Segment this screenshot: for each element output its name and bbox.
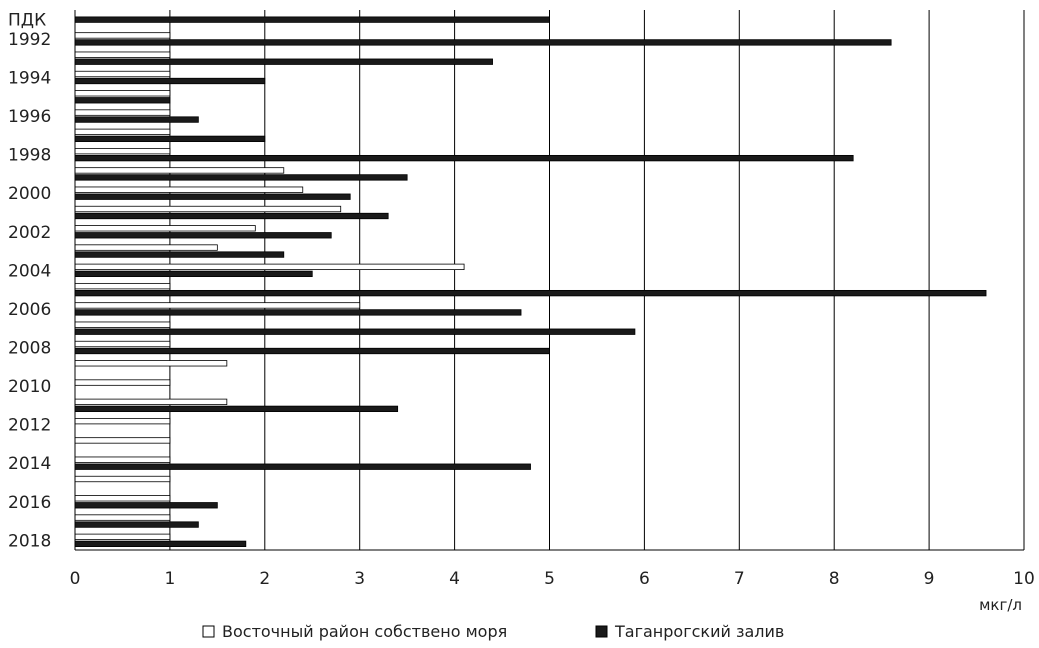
y-tick-label: 2006 <box>8 300 51 320</box>
bar-series1 <box>74 379 171 386</box>
x-tick-label: 2 <box>259 569 270 589</box>
x-tick-label: 10 <box>1013 569 1035 589</box>
bar-series2 <box>74 232 332 239</box>
bar-series2 <box>74 405 399 413</box>
bar-series2 <box>74 309 522 316</box>
y-tick-label: 2012 <box>8 416 51 436</box>
bar-series2 <box>74 16 550 23</box>
bar-series1 <box>74 360 228 367</box>
bar-series2 <box>74 116 199 123</box>
bar-series1 <box>74 282 171 290</box>
bar-series1 <box>74 533 171 541</box>
bar-series1 <box>74 186 304 193</box>
bar-series1 <box>74 263 465 271</box>
bars <box>74 16 987 548</box>
grid-lines <box>169 10 1025 550</box>
legend-label: Восточный район собствено моря <box>222 622 507 641</box>
bar-series2 <box>74 502 218 509</box>
bar-series1 <box>74 340 171 348</box>
bar-series1 <box>74 244 218 251</box>
bar-series1 <box>74 32 171 39</box>
bar-series2 <box>74 58 493 65</box>
x-tick-label: 8 <box>829 569 840 589</box>
y-tick-label: 2018 <box>8 531 51 551</box>
bar-series1 <box>74 417 171 425</box>
bar-series1 <box>74 205 342 213</box>
bar-series1 <box>74 398 228 406</box>
legend: Восточный район собствено моря Таганрогск… <box>202 622 784 641</box>
x-tick-label: 1 <box>164 569 175 589</box>
bar-series2 <box>74 521 199 528</box>
bar-series2 <box>74 540 247 548</box>
bar-series1 <box>74 147 171 155</box>
bar-series1 <box>74 514 171 521</box>
y-tick-label: 2008 <box>8 339 51 359</box>
y-tick-label: 2002 <box>8 223 51 243</box>
y-tick-label: 1992 <box>8 30 51 50</box>
legend-swatch <box>202 625 215 638</box>
bar-series2 <box>74 463 531 470</box>
bar-series2 <box>74 212 389 220</box>
y-tick-label: 2004 <box>8 261 51 281</box>
x-tick-label: 0 <box>70 569 81 589</box>
x-tick-label: 3 <box>354 569 365 589</box>
x-tick-label: 7 <box>734 569 745 589</box>
bar-series1 <box>74 475 171 483</box>
bar-series1 <box>74 456 171 463</box>
bar-series1 <box>74 495 171 502</box>
bar-series1 <box>74 225 256 232</box>
bar-series1 <box>74 321 171 328</box>
y-tick-label: 1996 <box>8 107 51 127</box>
bar-series1 <box>74 302 361 309</box>
bar-series2 <box>74 39 892 46</box>
bar-series2 <box>74 251 285 258</box>
bar-series1 <box>74 109 171 116</box>
bar-series1 <box>74 167 285 174</box>
y-tick-label: 1994 <box>8 69 51 89</box>
y-tick-label: 1998 <box>8 146 51 166</box>
bar-series1 <box>74 90 171 97</box>
y-tick-label: 2014 <box>8 454 51 474</box>
y-tick-label: ПДК <box>8 11 46 31</box>
bar-series2 <box>74 135 266 143</box>
bar-series2 <box>74 193 351 200</box>
bar-series2 <box>74 97 171 104</box>
bar-series1 <box>74 128 171 136</box>
x-tick-label: 5 <box>544 569 555 589</box>
bar-series1 <box>74 70 171 78</box>
x-tick-label: 9 <box>924 569 935 589</box>
x-tick-label: 4 <box>449 569 460 589</box>
bar-series1 <box>74 51 171 58</box>
legend-label: Таганрогский залив <box>614 622 784 641</box>
bar-series2 <box>74 347 550 355</box>
bar-series2 <box>74 174 408 181</box>
bar-series2 <box>74 270 313 278</box>
y-tick-label: 2016 <box>8 493 51 513</box>
x-tick-label: 6 <box>639 569 650 589</box>
bar-series1 <box>74 437 171 444</box>
bar-series2 <box>74 328 636 335</box>
bar-series2 <box>74 289 987 297</box>
bar-series2 <box>74 154 854 162</box>
y-tick-label: 2010 <box>8 377 51 397</box>
legend-swatch <box>595 625 608 638</box>
bar-series2 <box>74 77 266 85</box>
unit-label: мкг/л <box>979 596 1022 614</box>
axes <box>74 10 1024 551</box>
y-tick-label: 2000 <box>8 184 51 204</box>
